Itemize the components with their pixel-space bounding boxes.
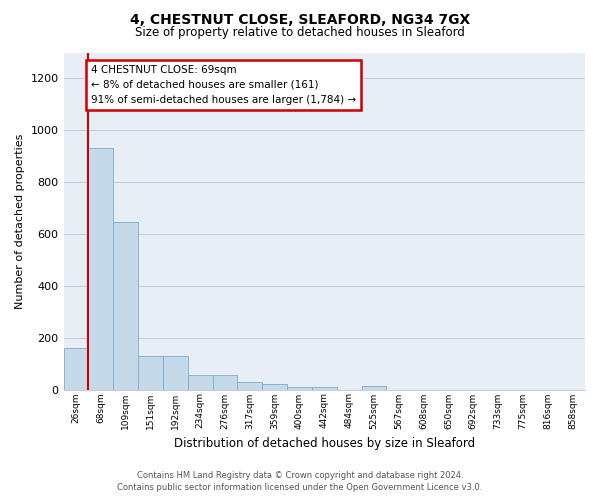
Bar	[362, 386, 386, 390]
Bar	[188, 376, 212, 390]
Bar	[88, 148, 113, 390]
Y-axis label: Number of detached properties: Number of detached properties	[15, 134, 25, 308]
Text: Size of property relative to detached houses in Sleaford: Size of property relative to detached ho…	[135, 26, 465, 39]
Bar	[238, 382, 262, 390]
Bar	[212, 376, 238, 390]
Text: Contains HM Land Registry data © Crown copyright and database right 2024.
Contai: Contains HM Land Registry data © Crown c…	[118, 470, 482, 492]
Text: 4, CHESTNUT CLOSE, SLEAFORD, NG34 7GX: 4, CHESTNUT CLOSE, SLEAFORD, NG34 7GX	[130, 12, 470, 26]
Bar	[287, 387, 312, 390]
Bar	[262, 384, 287, 390]
Bar	[312, 387, 337, 390]
X-axis label: Distribution of detached houses by size in Sleaford: Distribution of detached houses by size …	[174, 437, 475, 450]
Bar	[163, 356, 188, 390]
Text: 4 CHESTNUT CLOSE: 69sqm
← 8% of detached houses are smaller (161)
91% of semi-de: 4 CHESTNUT CLOSE: 69sqm ← 8% of detached…	[91, 65, 356, 104]
Bar	[113, 222, 138, 390]
Bar	[138, 356, 163, 390]
Bar	[64, 348, 88, 390]
